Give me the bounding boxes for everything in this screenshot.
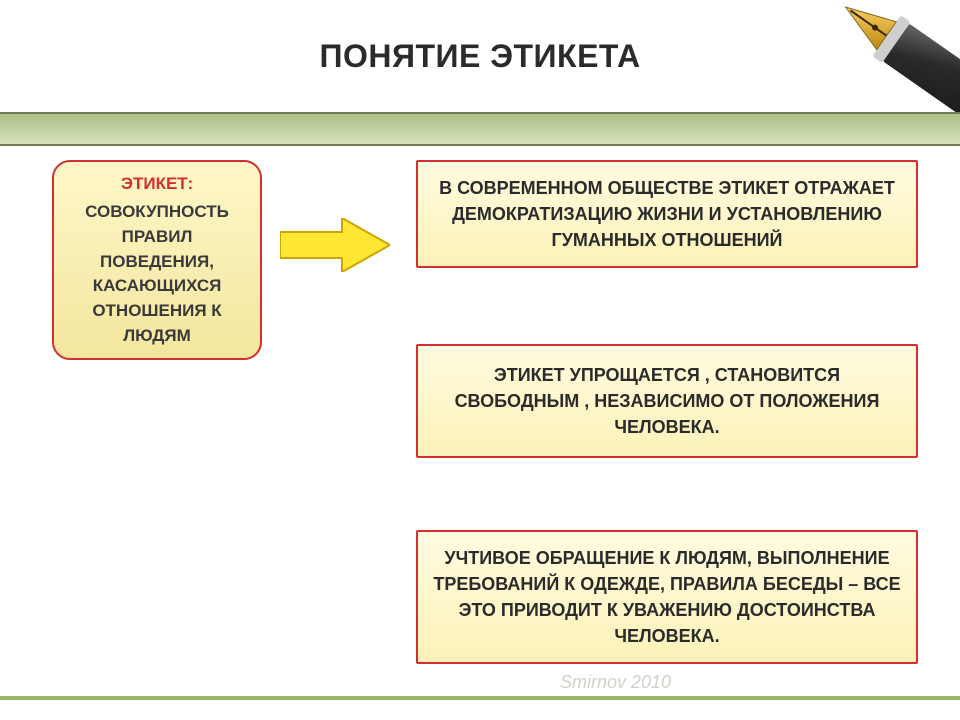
bottom-accent-line xyxy=(0,696,960,700)
statement-text-1: В СОВРЕМЕННОМ ОБЩЕСТВЕ ЭТИКЕТ ОТРАЖАЕТ Д… xyxy=(432,175,902,253)
watermark: Smirnov 2010 xyxy=(560,672,671,693)
title-area: ПОНЯТИЕ ЭТИКЕТА xyxy=(0,0,960,112)
definition-heading: ЭТИКЕТ: xyxy=(68,172,246,197)
definition-box: ЭТИКЕТ: СОВОКУПНОСТЬ ПРАВИЛ ПОВЕДЕНИЯ, К… xyxy=(52,160,262,360)
definition-text: ЭТИКЕТ: СОВОКУПНОСТЬ ПРАВИЛ ПОВЕДЕНИЯ, К… xyxy=(68,172,246,348)
statement-text-3: УЧТИВОЕ ОБРАЩЕНИЕ К ЛЮДЯМ, ВЫПОЛНЕНИЕ ТР… xyxy=(432,545,902,649)
definition-body: СОВОКУПНОСТЬ ПРАВИЛ ПОВЕДЕНИЯ, КАСАЮЩИХС… xyxy=(68,200,246,348)
statement-box-1: В СОВРЕМЕННОМ ОБЩЕСТВЕ ЭТИКЕТ ОТРАЖАЕТ Д… xyxy=(416,160,918,268)
page-title: ПОНЯТИЕ ЭТИКЕТА xyxy=(319,38,640,75)
statement-box-2: ЭТИКЕТ УПРОЩАЕТСЯ , СТАНОВИТСЯ СВОБОДНЫМ… xyxy=(416,344,918,458)
divider-band xyxy=(0,112,960,146)
arrow-right-icon xyxy=(280,218,390,272)
statement-box-3: УЧТИВОЕ ОБРАЩЕНИЕ К ЛЮДЯМ, ВЫПОЛНЕНИЕ ТР… xyxy=(416,530,918,664)
slide: ПОНЯТИЕ ЭТИКЕТА ЭТИКЕТ: СОВОКУПНОСТЬ ПРА… xyxy=(0,0,960,720)
statement-text-2: ЭТИКЕТ УПРОЩАЕТСЯ , СТАНОВИТСЯ СВОБОДНЫМ… xyxy=(432,362,902,440)
